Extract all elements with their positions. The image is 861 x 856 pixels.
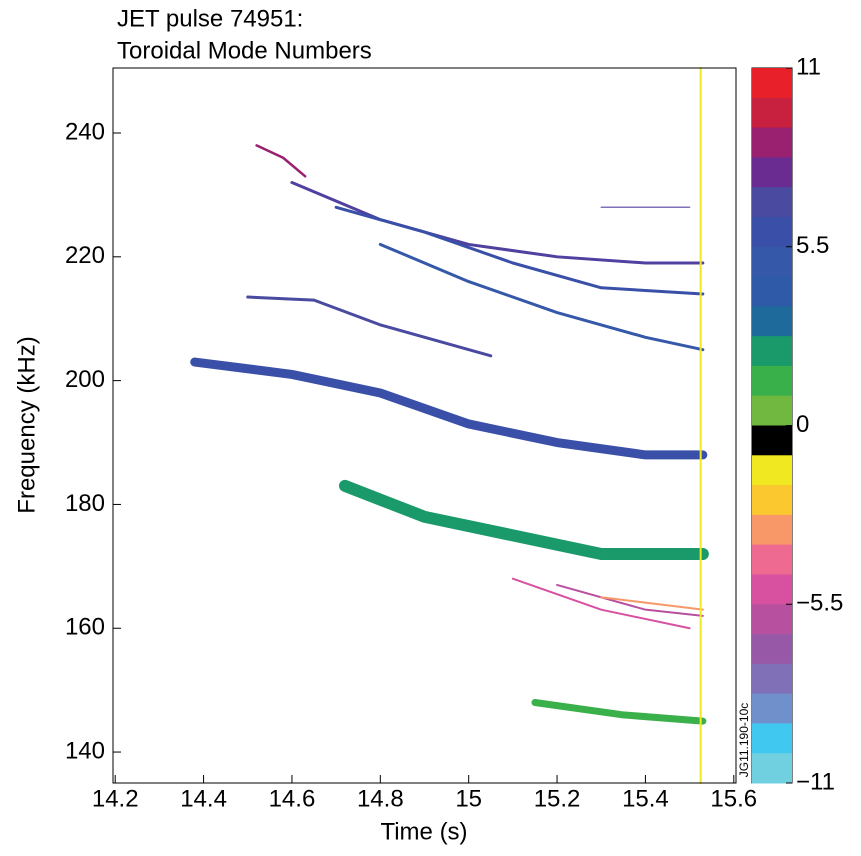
colorbar-band — [752, 336, 792, 367]
mode-trace — [338, 479, 709, 560]
x-tick-label: 15.4 — [622, 785, 669, 812]
colorbar-band — [752, 544, 792, 575]
x-tick-label: 14.6 — [269, 785, 316, 812]
colorbar-band — [752, 574, 792, 605]
mode-trace — [511, 577, 691, 630]
y-tick-label: 240 — [65, 118, 105, 145]
colorbar-band — [752, 127, 792, 158]
mode-trace — [600, 596, 704, 611]
colorbar-band — [752, 663, 792, 695]
y-tick-label: 180 — [65, 490, 105, 517]
colorbar-band — [752, 455, 792, 486]
colorbar-band — [752, 97, 792, 129]
y-tick-label: 160 — [65, 614, 105, 641]
x-tick-label: 15.2 — [534, 785, 581, 812]
x-tick-label: 15.6 — [710, 785, 757, 812]
mode-trace — [190, 357, 708, 460]
colorbar-band — [752, 634, 792, 665]
colorbar-band — [752, 723, 792, 754]
mode-trace — [334, 205, 705, 296]
x-tick-label: 14.4 — [180, 785, 227, 812]
mode-trace — [531, 699, 707, 725]
colorbar-band — [752, 187, 792, 218]
colorbar-band — [752, 306, 792, 337]
colorbar-band — [752, 276, 792, 307]
colorbar-tick-label: 0 — [796, 411, 809, 438]
mode-trace — [378, 242, 705, 352]
x-tick-label: 14.8 — [357, 785, 404, 812]
colorbar-tick-label: 5.5 — [796, 232, 829, 259]
chart-title: Toroidal Mode Numbers — [117, 37, 372, 64]
mode-trace — [556, 583, 704, 617]
annotation: JG11.190-10c — [737, 703, 751, 778]
colorbar-band — [752, 395, 792, 426]
colorbar-band — [752, 216, 792, 248]
x-axis-label: Time (s) — [380, 818, 467, 845]
y-tick-label: 220 — [65, 242, 105, 269]
colorbar-band — [752, 425, 792, 456]
colorbar-band — [752, 68, 792, 99]
colorbar-band — [752, 753, 792, 784]
colorbar-band — [752, 604, 792, 635]
y-tick-label: 140 — [65, 737, 105, 764]
colorbar-band — [752, 485, 792, 516]
colorbar-tick-label: −11 — [796, 768, 835, 795]
mode-trace — [255, 144, 307, 178]
colorbar-tick-label: −5.5 — [796, 590, 843, 617]
plot-frame — [112, 67, 737, 784]
colorbar-tick-label: 11 — [796, 53, 821, 80]
colorbar-band — [752, 246, 792, 278]
x-tick-label: 15 — [455, 785, 482, 812]
x-tick-label: 14.2 — [92, 785, 139, 812]
mode-trace — [246, 295, 493, 358]
colorbar-band — [752, 514, 792, 546]
y-tick-label: 200 — [65, 366, 105, 393]
colorbar-band — [752, 157, 792, 188]
colorbar-band — [752, 693, 792, 724]
colorbar-band — [752, 365, 792, 397]
y-axis-label: Frequency (kHz) — [13, 336, 40, 513]
chart-title: JET pulse 74951: — [117, 5, 303, 32]
mode-trace — [290, 181, 705, 265]
